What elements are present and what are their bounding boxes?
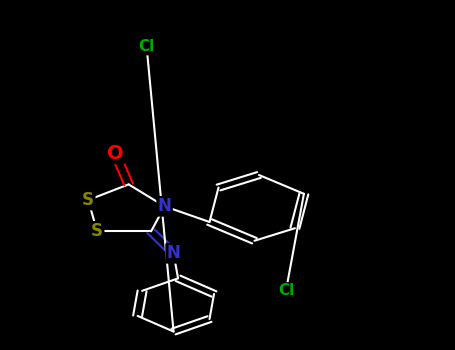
Text: O: O — [107, 144, 123, 163]
Text: S: S — [91, 222, 103, 240]
Text: Cl: Cl — [138, 39, 155, 54]
Text: S: S — [82, 191, 94, 209]
Text: N: N — [167, 244, 181, 262]
Text: Cl: Cl — [278, 284, 294, 298]
Text: N: N — [157, 197, 172, 215]
